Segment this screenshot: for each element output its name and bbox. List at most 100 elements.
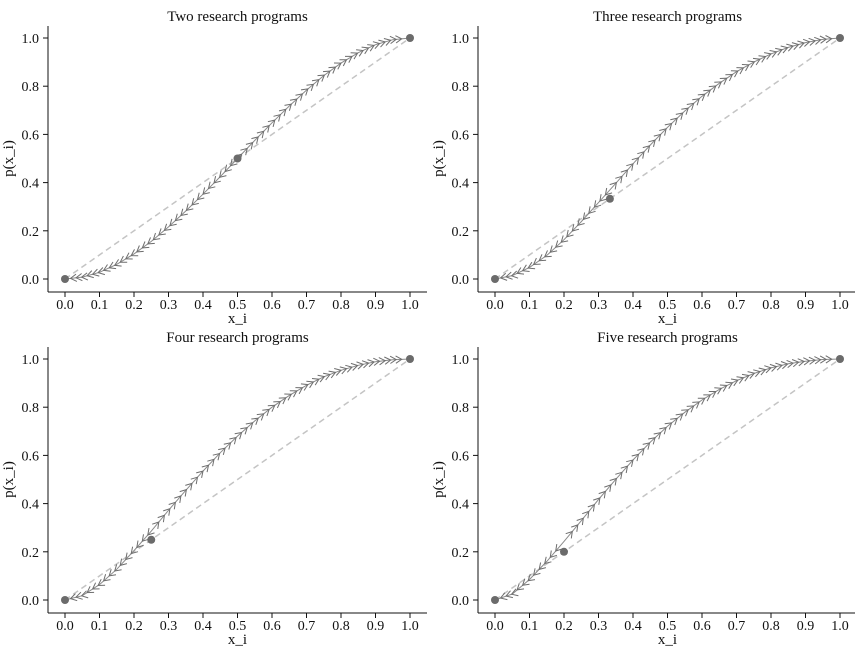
x-tick-label: 0.3 — [590, 619, 608, 634]
flow-chevron — [113, 564, 122, 572]
flow-chevron — [758, 367, 767, 376]
flow-chevron — [764, 365, 772, 374]
flow-chevron — [659, 128, 667, 136]
flow-chevron — [615, 471, 623, 480]
flow-chevron — [229, 436, 237, 445]
flow-chevron — [703, 89, 712, 97]
flow-chevron — [626, 459, 634, 467]
flow-chevron — [322, 70, 331, 78]
flow-chevron — [808, 356, 817, 365]
x-tick-label: 0.3 — [160, 619, 178, 634]
fixed-point — [605, 194, 614, 203]
flow-chevron — [786, 359, 795, 368]
flow-chevron — [582, 212, 591, 221]
flow-chevron — [719, 77, 728, 85]
x-tick-label: 0.9 — [797, 619, 815, 634]
flow-chevron — [119, 255, 128, 263]
flow-chevron — [207, 458, 215, 467]
flow-chevron — [747, 60, 756, 68]
flow-chevron — [157, 514, 166, 523]
y-axis-label: p(x_i) — [431, 140, 447, 177]
flow-chevron — [615, 175, 623, 184]
flow-chevron — [136, 245, 144, 253]
flow-chevron — [527, 261, 536, 270]
flow-chevron — [664, 422, 673, 430]
x-tick-label: 0.2 — [555, 298, 573, 313]
flow-chevron — [753, 369, 761, 378]
flow-chevron — [599, 194, 607, 202]
flow-chevron — [251, 136, 259, 144]
flow-chevron — [532, 568, 541, 576]
flow-chevron — [609, 181, 618, 190]
flow-chevron — [218, 447, 226, 456]
flow-chevron — [769, 363, 778, 372]
flow-chevron — [544, 556, 552, 565]
x-tick-label: 0.4 — [194, 619, 212, 634]
flow-chevron — [598, 490, 607, 499]
flow-chevron — [91, 268, 100, 277]
flow-chevron — [675, 413, 684, 421]
y-tick-label: 0.6 — [22, 449, 40, 464]
x-tick-label: 0.5 — [659, 619, 677, 634]
flow-chevron — [389, 355, 398, 364]
flow-chevron — [108, 569, 117, 577]
flow-chevron — [620, 169, 629, 177]
flow-chevron — [180, 208, 188, 217]
y-axis-label: p(x_i) — [1, 140, 17, 177]
flow-chevron — [670, 117, 678, 126]
fixed-point — [147, 535, 156, 544]
flow-chevron — [245, 422, 254, 430]
flow-chevron — [75, 273, 83, 282]
flow-chevron — [383, 38, 392, 46]
flow-chevron — [620, 465, 629, 474]
flow-chevron — [300, 383, 309, 391]
x-tick-label: 0.7 — [298, 298, 316, 313]
flow-chevron — [323, 372, 331, 381]
flow-chevron — [361, 46, 370, 55]
flow-chevron — [825, 35, 833, 44]
flow-chevron — [284, 103, 293, 111]
x-tick-label: 0.2 — [125, 619, 143, 634]
y-tick-label: 1.0 — [452, 353, 470, 368]
flow-chevron — [158, 228, 166, 236]
fixed-point — [491, 596, 499, 604]
flow-chevron — [373, 357, 381, 366]
flow-chevron — [549, 245, 558, 253]
flow-chevron — [169, 218, 177, 227]
diagonal-line — [494, 37, 841, 280]
flow-chevron — [267, 404, 276, 412]
flow-chevron — [527, 573, 536, 582]
flow-chevron — [311, 378, 320, 386]
flow-chevron — [345, 55, 353, 63]
flow-chevron — [212, 452, 221, 461]
flow-chevron — [708, 391, 717, 398]
flow-chevron — [229, 158, 238, 167]
flow-chevron — [510, 270, 519, 279]
flow-chevron — [648, 437, 656, 445]
x-tick-label: 0.6 — [263, 619, 281, 634]
y-tick-label: 0.8 — [452, 401, 470, 416]
flow-chevron — [752, 57, 761, 66]
flow-chevron — [350, 52, 359, 60]
flow-chevron — [697, 397, 706, 405]
x-tick-label: 1.0 — [401, 619, 419, 634]
flow-chevron — [803, 357, 811, 366]
chart-panel-3: Four research programs 0.0 0.1 0.2 0.3 0.4 0.5… — [1, 330, 427, 647]
x-tick-label: 0.4 — [624, 298, 642, 313]
flow-chevron — [356, 361, 365, 370]
flow-chevron — [395, 355, 403, 364]
flow-chevron — [736, 376, 745, 384]
flow-chevron — [328, 370, 337, 379]
flow-chevron — [675, 112, 684, 120]
chart-title: Five research programs — [597, 330, 738, 346]
y-tick-label: 0.0 — [22, 594, 40, 609]
x-tick-label: 0.8 — [332, 298, 350, 313]
flow-chevron — [97, 267, 106, 276]
flow-chevron — [764, 52, 772, 60]
flow-chevron — [245, 141, 254, 150]
flow-chevron — [560, 235, 569, 243]
flow-chevron — [543, 250, 552, 258]
flow-chevron — [686, 102, 695, 111]
flow-chevron — [278, 397, 287, 405]
flow-chevron — [267, 119, 276, 128]
